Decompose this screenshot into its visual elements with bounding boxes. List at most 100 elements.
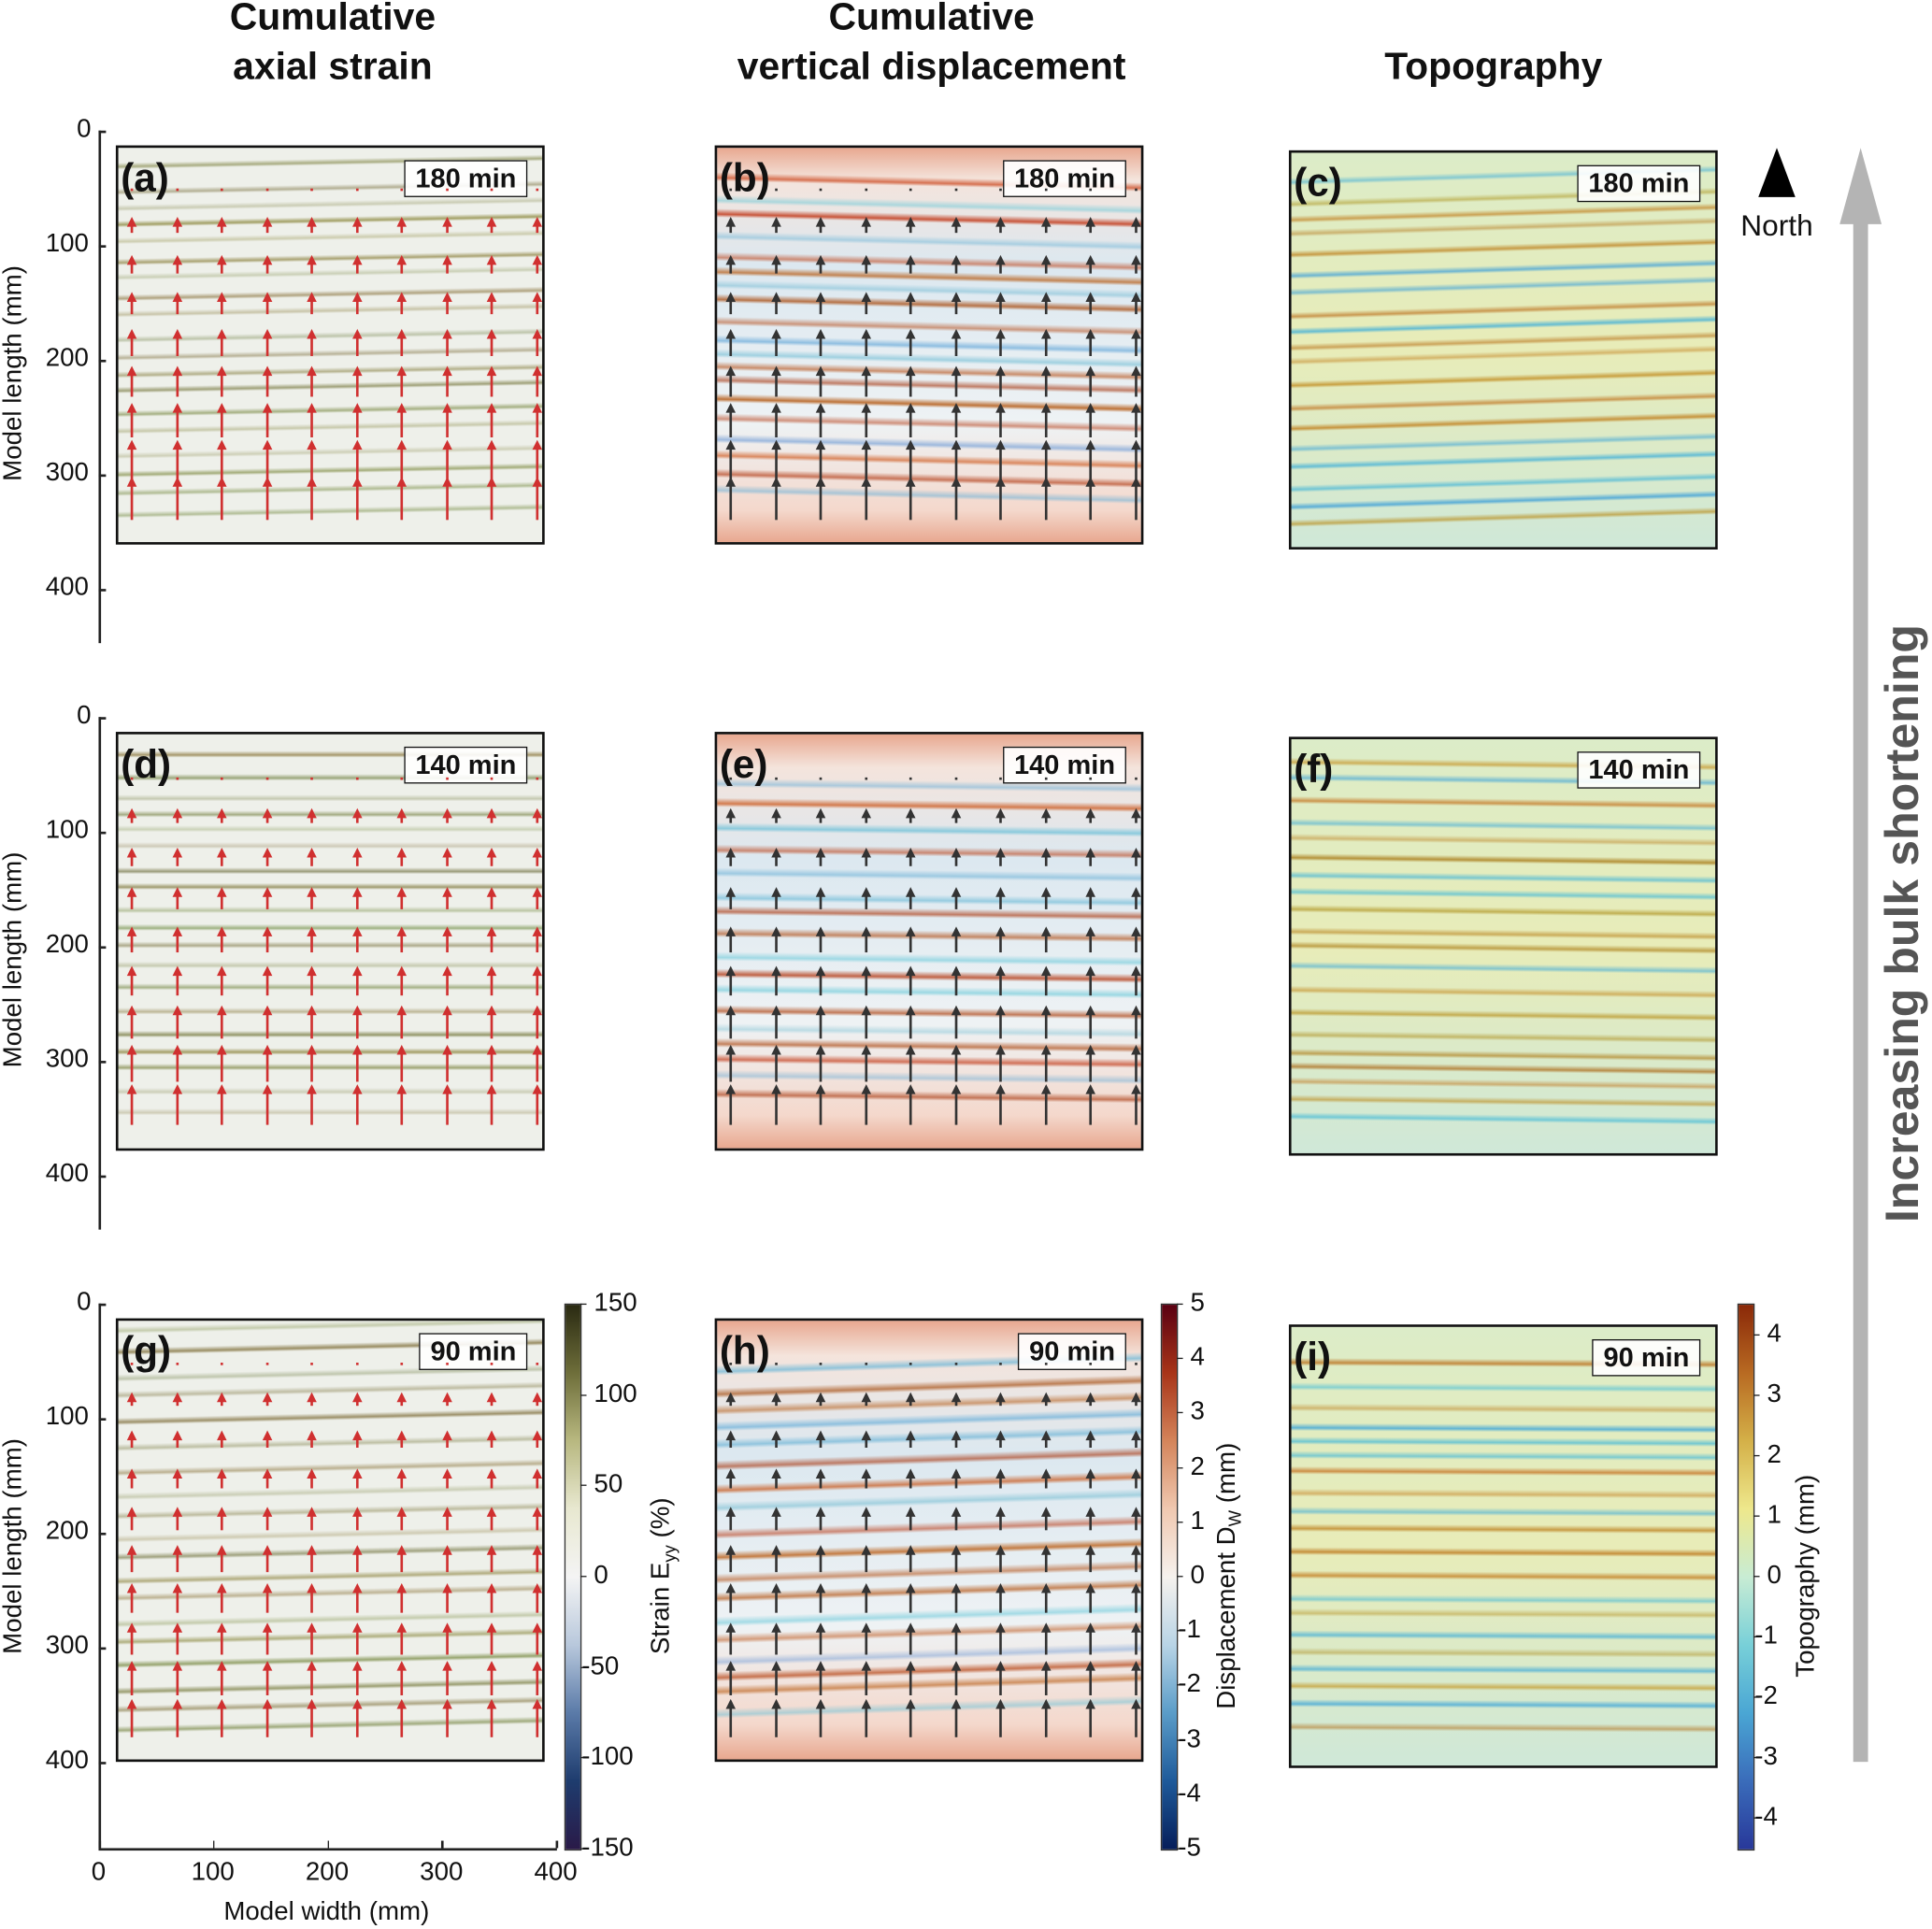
displacement-vector-arrow: [486, 807, 497, 823]
displacement-vector-arrow: [486, 365, 497, 397]
displacement-vector-arrow: [860, 328, 871, 356]
displacement-vector-arrow: [171, 926, 182, 953]
colorbar-tick-label: -3: [1754, 1742, 1778, 1771]
displacement-vector-arrow: [171, 1391, 182, 1407]
colorbar-tick: [1176, 1848, 1183, 1850]
displacement-vector-arrow: [310, 777, 313, 779]
displacement-vector-arrow: [725, 1660, 737, 1696]
displacement-vector-arrow: [995, 807, 1006, 823]
x-axis-tick: [212, 1840, 215, 1849]
colorbar-tick-label: 1: [1190, 1507, 1205, 1536]
displacement-vector-arrow: [351, 328, 362, 356]
displacement-vector-arrow: [217, 403, 227, 438]
displacement-vector-arrow: [1085, 217, 1095, 233]
colorbar-tick: [1176, 1630, 1183, 1632]
displacement-vector-arrow: [445, 189, 449, 192]
displacement-vector-arrow: [860, 1622, 871, 1655]
displacement-vector-arrow: [307, 1084, 317, 1126]
displacement-vector-arrow: [171, 1468, 182, 1489]
colorbar-tick-label: -4: [1178, 1779, 1201, 1808]
displacement-vector-arrow: [1130, 254, 1141, 274]
y-axis-tick: [98, 1303, 107, 1306]
displacement-vector-arrow: [355, 1362, 358, 1365]
displacement-vector-arrow: [1085, 1660, 1095, 1696]
displacement-vector-arrow: [995, 1391, 1006, 1407]
displacement-vector-arrow: [1085, 926, 1095, 953]
displacement-vector-arrow: [995, 1545, 1006, 1572]
colorbar-tick: [1753, 1818, 1760, 1820]
y-tick-label: 100: [45, 815, 89, 845]
displacement-vector-arrow: [396, 1045, 408, 1082]
displacement-vector-arrow: [175, 189, 179, 192]
displacement-vector-arrow: [905, 1545, 916, 1572]
time-stamp-badge: 140 min: [404, 746, 528, 784]
displacement-vector-arrow: [396, 965, 408, 996]
displacement-vector-arrow: [175, 777, 179, 779]
displacement-vector-arrow: [725, 887, 737, 909]
displacement-vector-arrow: [860, 1468, 871, 1489]
displacement-vector-arrow: [860, 1084, 871, 1126]
x-tick-label: 300: [420, 1857, 464, 1887]
displacement-vector-arrow: [262, 1045, 272, 1082]
displacement-vector-arrow: [864, 777, 867, 779]
displacement-vector-arrow: [725, 292, 737, 315]
displacement-vector-arrow: [909, 1362, 912, 1365]
y-tick-label: 300: [45, 458, 89, 487]
displacement-vector-arrow: [400, 189, 404, 192]
displacement-vector-arrow: [262, 1583, 272, 1613]
displacement-vector-arrow: [905, 292, 916, 315]
displacement-vector-arrow: [1130, 807, 1141, 823]
displacement-vector-arrow: [262, 254, 272, 274]
y-axis-tick: [98, 474, 107, 477]
displacement-vector-arrow: [441, 1468, 452, 1489]
displacement-vector-arrow: [905, 217, 916, 233]
displacement-vector-arrow: [951, 807, 961, 823]
displacement-vector-arrow: [441, 1084, 452, 1126]
colorbar-tick-label: 3: [1767, 1379, 1782, 1408]
displacement-vector-arrow: [1130, 403, 1141, 438]
displacement-vector-arrow: [815, 1698, 826, 1737]
displacement-vector-arrow: [951, 1468, 961, 1489]
displacement-vector-arrow: [490, 777, 494, 779]
displacement-vector-arrow: [1085, 254, 1095, 274]
displacement-vector-arrow: [815, 1391, 826, 1407]
displacement-vector-arrow: [909, 777, 912, 779]
displacement-vector-arrow: [1085, 365, 1095, 397]
displacement-vector-arrow: [725, 403, 737, 438]
displacement-vector-arrow: [860, 1006, 871, 1039]
colorbar-tick: [1753, 1757, 1760, 1759]
displacement-vector-arrow: [351, 254, 362, 274]
x-axis-tick: [98, 1840, 101, 1849]
displacement-vector-arrow: [351, 365, 362, 397]
displacement-vector-arrow: [441, 1045, 452, 1082]
displacement-vector-arrow: [307, 1507, 317, 1531]
displacement-vector-arrow: [217, 887, 227, 909]
panel-letter: (i): [1294, 1334, 1332, 1379]
colorbar-tick: [1176, 1684, 1183, 1686]
colorbar-tick: [1176, 1576, 1183, 1578]
y-tick-label: 100: [45, 229, 89, 258]
displacement-vector-arrow: [535, 189, 538, 192]
displacement-vector-arrow: [905, 439, 916, 479]
displacement-vector-arrow: [486, 403, 497, 438]
displacement-vector-arrow: [999, 189, 1002, 192]
displacement-vector-arrow: [815, 217, 826, 233]
displacement-vector-arrow: [951, 1430, 961, 1448]
displacement-vector-arrow: [531, 1622, 542, 1655]
displacement-vector-arrow: [770, 1545, 781, 1572]
displacement-vector-arrow: [864, 1362, 867, 1365]
displacement-vector-arrow: [951, 403, 961, 438]
displacement-vector-arrow: [860, 1583, 871, 1613]
displacement-vector-arrow: [770, 1468, 781, 1489]
displacement-vector-arrow: [1085, 403, 1095, 438]
displacement-vector-arrow: [1089, 1362, 1093, 1365]
displacement-vector-arrow: [951, 439, 961, 479]
displacement-vector-arrow: [954, 1362, 957, 1365]
displacement-vector-arrow: [905, 965, 916, 996]
y-tick-label: 400: [45, 1159, 89, 1188]
displacement-vector-arrow: [1040, 1006, 1051, 1039]
displacement-vector-arrow: [819, 189, 823, 192]
displacement-vector-arrow: [171, 1507, 182, 1531]
side-label: Increasing bulk shortening: [1877, 623, 1929, 1223]
